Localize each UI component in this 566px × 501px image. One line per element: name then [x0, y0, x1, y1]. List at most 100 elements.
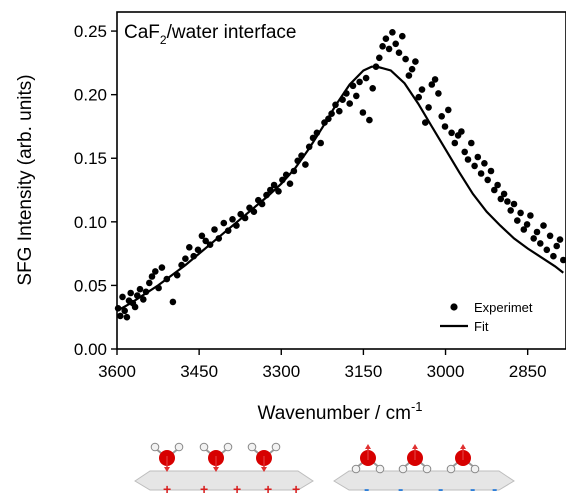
water-molecule-icon	[150, 442, 184, 472]
data-point	[448, 129, 455, 137]
y-tick-label: 0.05	[74, 276, 107, 295]
data-point	[445, 106, 452, 114]
data-point	[477, 170, 485, 177]
data-point	[441, 123, 449, 130]
data-point	[438, 113, 446, 120]
data-point	[182, 255, 189, 262]
charge-sign: +	[233, 481, 241, 497]
y-tick-label: 0.00	[74, 340, 107, 359]
data-point	[146, 279, 153, 287]
water-molecule-icon	[446, 444, 480, 474]
negative-surface-slab	[333, 470, 515, 491]
legend: Experimet Fit	[440, 300, 533, 334]
data-point	[458, 128, 465, 135]
legend-label-experiment: Experimet	[474, 300, 533, 315]
data-point	[392, 40, 400, 48]
legend-label-fit: Fit	[474, 319, 489, 334]
data-point	[369, 85, 377, 92]
data-point	[500, 190, 508, 198]
y-tick-label: 0.15	[74, 149, 107, 168]
data-point	[451, 139, 459, 147]
data-point	[415, 93, 423, 101]
data-point	[353, 92, 360, 100]
data-point	[523, 221, 531, 228]
fit-line	[116, 65, 564, 312]
data-point	[169, 298, 177, 306]
data-point	[471, 162, 478, 170]
data-point	[464, 156, 472, 163]
data-point	[136, 285, 144, 293]
data-point	[425, 104, 432, 111]
charge-sign: -	[492, 481, 497, 498]
data-point	[186, 244, 193, 251]
data-point	[317, 139, 325, 147]
y-tick-label: 0.25	[74, 22, 107, 41]
legend-dot-marker	[450, 303, 458, 311]
charge-sign: -	[470, 481, 475, 498]
data-point	[418, 86, 426, 93]
x-tick-label: 3450	[180, 362, 218, 381]
data-point	[131, 303, 139, 311]
data-point	[507, 207, 514, 214]
data-point	[461, 148, 469, 156]
positive-surface-slab	[134, 470, 314, 491]
data-point	[553, 242, 560, 250]
data-point	[504, 198, 511, 205]
data-point	[220, 219, 228, 227]
data-point	[362, 74, 370, 82]
data-point	[359, 109, 367, 116]
data-point	[550, 252, 557, 260]
charge-sign: +	[163, 481, 171, 497]
data-point	[520, 226, 528, 233]
data-point	[385, 45, 393, 53]
x-tick-label: 3300	[262, 362, 300, 381]
data-point	[560, 256, 566, 264]
y-tick-label: 0.20	[74, 86, 107, 105]
data-point	[533, 228, 541, 236]
data-point	[366, 116, 373, 124]
charge-sign: -	[398, 481, 403, 498]
data-point	[152, 268, 159, 275]
schematic-negative-interface: - - - - -	[333, 444, 515, 498]
plot-area-frame	[116, 11, 566, 350]
y-axis: 0.00 0.05 0.10 0.15 0.20 0.25	[74, 22, 117, 359]
data-point	[121, 307, 128, 315]
data-point	[399, 32, 406, 40]
data-point	[237, 210, 244, 218]
data-point	[346, 100, 354, 107]
data-point	[140, 296, 147, 303]
data-point	[474, 153, 482, 161]
data-point	[510, 200, 518, 208]
data-point	[376, 54, 383, 62]
data-point	[286, 180, 294, 187]
data-point	[119, 293, 126, 301]
data-point	[537, 240, 544, 247]
data-point	[540, 222, 547, 229]
data-point	[198, 232, 206, 240]
data-point	[395, 49, 403, 56]
data-point	[356, 78, 363, 86]
x-axis-title: Wavenumber / cm-1	[257, 399, 422, 424]
data-point	[468, 139, 475, 147]
data-point	[431, 76, 439, 83]
data-point	[379, 43, 386, 50]
data-point	[302, 161, 309, 168]
data-point	[527, 212, 534, 219]
water-molecule-icon	[247, 442, 281, 472]
water-molecule-icon	[199, 442, 233, 472]
charge-sign: -	[438, 481, 443, 498]
charge-sign: -	[364, 481, 369, 498]
data-point	[389, 29, 396, 36]
x-tick-label: 3150	[344, 362, 382, 381]
data-point	[546, 232, 554, 240]
data-point	[229, 216, 236, 223]
data-point	[487, 167, 495, 175]
data-point	[270, 181, 278, 189]
water-molecule-icon	[398, 444, 432, 474]
data-point	[202, 237, 209, 245]
data-point	[428, 81, 436, 88]
data-point	[491, 186, 498, 194]
data-point	[117, 312, 124, 320]
data-point	[408, 65, 416, 73]
charge-sign: +	[292, 481, 300, 497]
